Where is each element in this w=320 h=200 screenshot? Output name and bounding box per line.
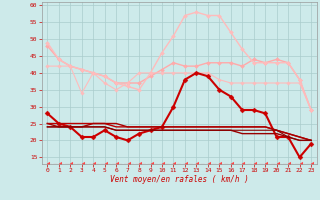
X-axis label: Vent moyen/en rafales ( km/h ): Vent moyen/en rafales ( km/h ) <box>110 175 249 184</box>
